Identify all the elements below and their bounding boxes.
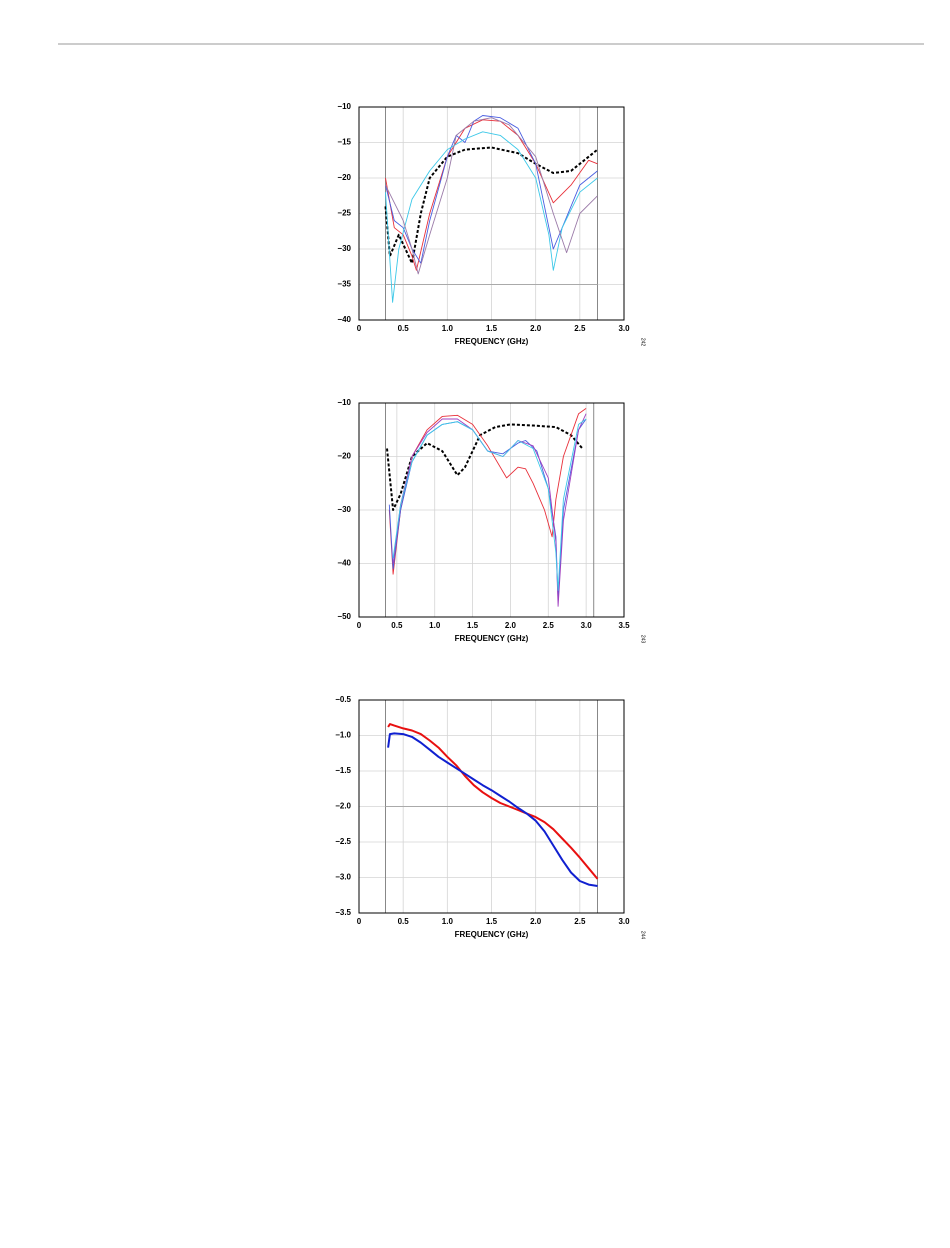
x-axis-label: FREQUENCY (GHz) xyxy=(455,337,529,346)
plot-frame xyxy=(358,699,625,914)
x-tick-label: 1.5 xyxy=(486,324,498,333)
x-tick-label: 1.0 xyxy=(442,917,454,926)
y-tick-label: −10 xyxy=(337,398,351,407)
y-tick-label: −10 xyxy=(337,102,351,111)
x-tick-label: 2.0 xyxy=(530,324,542,333)
y-tick-label: −20 xyxy=(337,173,351,182)
y-tick-label: −50 xyxy=(337,612,351,621)
y-tick-label: −30 xyxy=(337,505,351,514)
figure-number: 244 xyxy=(640,931,646,940)
x-tick-label: 0 xyxy=(357,324,362,333)
x-tick-label: 0.5 xyxy=(391,621,403,630)
y-tick-label: −40 xyxy=(337,559,351,568)
y-tick-label: −1.5 xyxy=(335,766,351,775)
x-axis-label: FREQUENCY (GHz) xyxy=(455,634,529,643)
y-tick-label: −2.5 xyxy=(335,837,351,846)
x-axis-label: FREQUENCY (GHz) xyxy=(455,930,529,939)
x-tick-label: 3.0 xyxy=(618,917,630,926)
x-tick-label: 1.5 xyxy=(486,917,498,926)
series-line xyxy=(385,119,598,271)
y-tick-label: −3.5 xyxy=(335,908,351,917)
figure-number: 242 xyxy=(640,338,646,347)
series-line xyxy=(387,723,599,880)
plot-frame xyxy=(358,106,625,321)
x-tick-label: 0.5 xyxy=(398,917,410,926)
x-tick-label: 1.5 xyxy=(467,621,479,630)
y-tick-label: −20 xyxy=(337,452,351,461)
plot-frame xyxy=(358,402,625,618)
x-tick-label: 3.0 xyxy=(618,324,630,333)
x-tick-label: 3.5 xyxy=(618,621,630,630)
y-tick-label: −25 xyxy=(337,209,351,218)
x-tick-label: 2.5 xyxy=(574,324,586,333)
series-line xyxy=(386,423,584,511)
y-tick-label: −2.0 xyxy=(335,802,351,811)
x-tick-label: 2.0 xyxy=(530,917,542,926)
x-tick-label: 2.0 xyxy=(505,621,517,630)
x-tick-label: 1.0 xyxy=(429,621,441,630)
y-tick-label: −40 xyxy=(337,315,351,324)
y-tick-label: −0.5 xyxy=(335,695,351,704)
x-tick-label: 3.0 xyxy=(581,621,593,630)
x-tick-label: 2.5 xyxy=(543,621,555,630)
y-tick-label: −1.0 xyxy=(335,731,351,740)
series-line xyxy=(385,131,598,303)
y-tick-label: −3.0 xyxy=(335,873,351,882)
series-line xyxy=(387,732,598,887)
x-tick-label: 0.5 xyxy=(398,324,410,333)
x-tick-label: 0 xyxy=(357,621,362,630)
y-tick-label: −35 xyxy=(337,280,351,289)
y-tick-label: −30 xyxy=(337,244,351,253)
series-line xyxy=(385,117,598,275)
figure-number: 243 xyxy=(640,635,646,644)
x-tick-label: 0 xyxy=(357,917,362,926)
y-tick-label: −15 xyxy=(337,138,351,147)
x-tick-label: 1.0 xyxy=(442,324,454,333)
series-line xyxy=(392,418,587,591)
x-tick-label: 2.5 xyxy=(574,917,586,926)
